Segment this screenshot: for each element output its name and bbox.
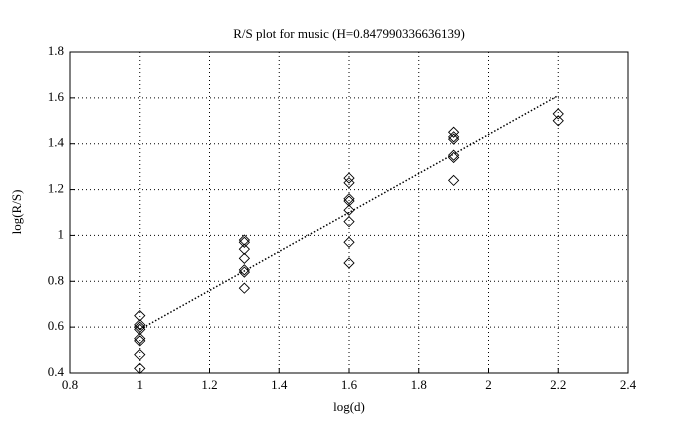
data-point [343,236,355,248]
data-point [343,204,355,216]
data-point [238,243,251,255]
x-axis-label: log(d) [333,399,365,414]
data-point [447,149,460,161]
data-point [343,257,355,269]
x-tick-label: 2.2 [550,377,566,392]
x-tick-label: 2.4 [620,377,637,392]
data-point [134,321,146,333]
data-point [238,264,251,276]
y-tick-label: 0.6 [48,318,65,333]
data-point [238,236,251,248]
data-point [343,177,355,189]
x-tick-label: 2 [485,377,492,392]
y-axis-label: log(R/S) [9,190,24,235]
data-point [134,319,146,331]
data-point [343,195,355,207]
data-point [238,234,251,246]
chart-title: R/S plot for music (H=0.847990336636139) [233,26,465,41]
y-tick-label: 0.4 [48,364,65,379]
y-tick-label: 1 [58,226,65,241]
data-point [238,266,251,278]
y-tick-label: 0.8 [48,272,64,287]
data-point [134,310,146,322]
y-tick-label: 1.2 [48,181,64,196]
data-point [447,126,460,138]
x-tick-label: 1.4 [271,377,288,392]
y-tick-label: 1.6 [48,89,65,104]
x-tick-label: 1.6 [341,377,358,392]
y-tick-label: 1.4 [48,135,65,150]
data-point [134,332,146,345]
x-tick-label: 1 [137,377,144,392]
y-tick-label: 1.8 [48,43,64,58]
data-point [238,282,251,294]
data-point [134,349,146,361]
x-tick-label: 0.8 [62,377,78,392]
data-point [447,151,460,164]
data-point [552,115,564,127]
fit-line [139,94,559,331]
data-point [343,172,355,184]
x-tick-label: 1.2 [201,377,217,392]
data-point [238,252,251,264]
x-tick-label: 1.8 [411,377,427,392]
data-point [552,108,564,120]
data-point [343,216,355,228]
data-point [134,362,146,375]
data-point [447,131,460,143]
data-point [343,193,355,205]
data-point [134,335,146,347]
data-point [447,174,460,187]
data-point [447,133,460,145]
